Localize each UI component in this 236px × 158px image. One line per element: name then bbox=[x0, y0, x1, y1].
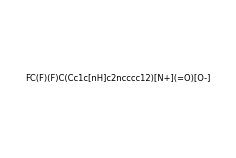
Text: FC(F)(F)C(Cc1c[nH]c2ncccc12)[N+](=O)[O-]: FC(F)(F)C(Cc1c[nH]c2ncccc12)[N+](=O)[O-] bbox=[25, 75, 211, 83]
